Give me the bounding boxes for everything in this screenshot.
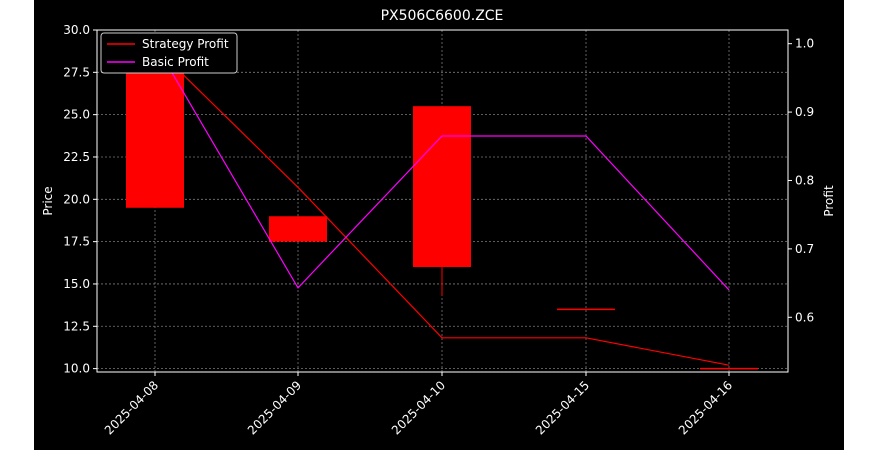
left-tick-label: 20.0 bbox=[63, 192, 90, 206]
right-tick-label: 0.9 bbox=[795, 105, 814, 119]
left-tick-label: 10.0 bbox=[63, 362, 90, 376]
legend-basic-label: Basic Profit bbox=[142, 55, 209, 69]
left-tick-label: 25.0 bbox=[63, 108, 90, 122]
left-tick-label: 15.0 bbox=[63, 277, 90, 291]
right-tick-label: 0.8 bbox=[795, 173, 814, 187]
legend: Strategy Profit Basic Profit bbox=[100, 32, 238, 74]
candle-body bbox=[269, 216, 327, 242]
legend-box bbox=[100, 32, 238, 74]
left-tick-label: 30.0 bbox=[63, 23, 90, 37]
legend-strategy-label: Strategy Profit bbox=[142, 37, 229, 51]
right-axis: 0.6 0.7 0.8 0.9 1.0 bbox=[788, 37, 814, 324]
profit-lines bbox=[154, 43, 730, 366]
left-axis-label: Price bbox=[41, 186, 55, 215]
left-axis: 10.0 12.5 15.0 17.5 20.0 22.5 25.0 27.5 30.0 bbox=[63, 23, 97, 376]
candle-body bbox=[413, 106, 471, 268]
right-tick-label: 0.7 bbox=[795, 242, 814, 256]
basic-profit-line bbox=[154, 43, 730, 291]
strategy-profit-line bbox=[154, 46, 730, 366]
right-tick-label: 1.0 bbox=[795, 37, 814, 51]
chart-title: PX506C6600.ZCE bbox=[381, 8, 504, 24]
left-tick-label: 17.5 bbox=[63, 235, 90, 249]
left-tick-label: 12.5 bbox=[63, 319, 90, 333]
right-tick-label: 0.6 bbox=[795, 310, 814, 324]
left-tick-label: 22.5 bbox=[63, 150, 90, 164]
left-tick-label: 27.5 bbox=[63, 65, 90, 79]
right-axis-label: Profit bbox=[822, 185, 836, 217]
